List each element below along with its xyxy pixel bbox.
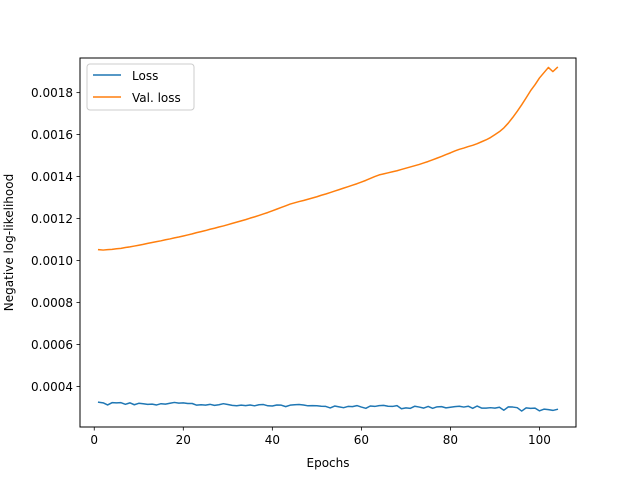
y-tick-label: 0.0006 xyxy=(31,338,73,352)
y-tick-label: 0.0014 xyxy=(31,170,73,184)
series-layer xyxy=(97,66,559,412)
x-tick-label: 20 xyxy=(176,433,191,447)
x-tick-label: 80 xyxy=(443,433,458,447)
legend: Loss Val. loss xyxy=(86,63,195,111)
x-tick-label: 40 xyxy=(265,433,280,447)
series-line-1 xyxy=(97,66,559,251)
x-tick-label: 0 xyxy=(90,433,98,447)
y-tick-label: 0.0018 xyxy=(31,86,73,100)
y-tick-label: 0.0004 xyxy=(31,380,73,394)
y-axis: 0.0004 0.0006 0.0008 0.0010 0.0012 0.0014 0.00… xyxy=(31,86,80,394)
y-tick-label: 0.0008 xyxy=(31,296,73,310)
plot-frame xyxy=(79,57,577,428)
x-axis-label: Epochs xyxy=(307,456,350,470)
x-tick-label: 100 xyxy=(528,433,551,447)
x-axis: 0 20 40 60 80 100 xyxy=(90,427,551,447)
series-line-0 xyxy=(97,401,559,412)
y-tick-label: 0.0016 xyxy=(31,128,73,142)
y-tick-label: 0.0010 xyxy=(31,254,73,268)
legend-label-val-loss: Val. loss xyxy=(132,91,181,105)
legend-label-loss: Loss xyxy=(132,69,158,83)
x-tick-label: 60 xyxy=(354,433,369,447)
y-axis-label: Negative log-likelihood xyxy=(2,174,16,311)
y-tick-label: 0.0012 xyxy=(31,212,73,226)
